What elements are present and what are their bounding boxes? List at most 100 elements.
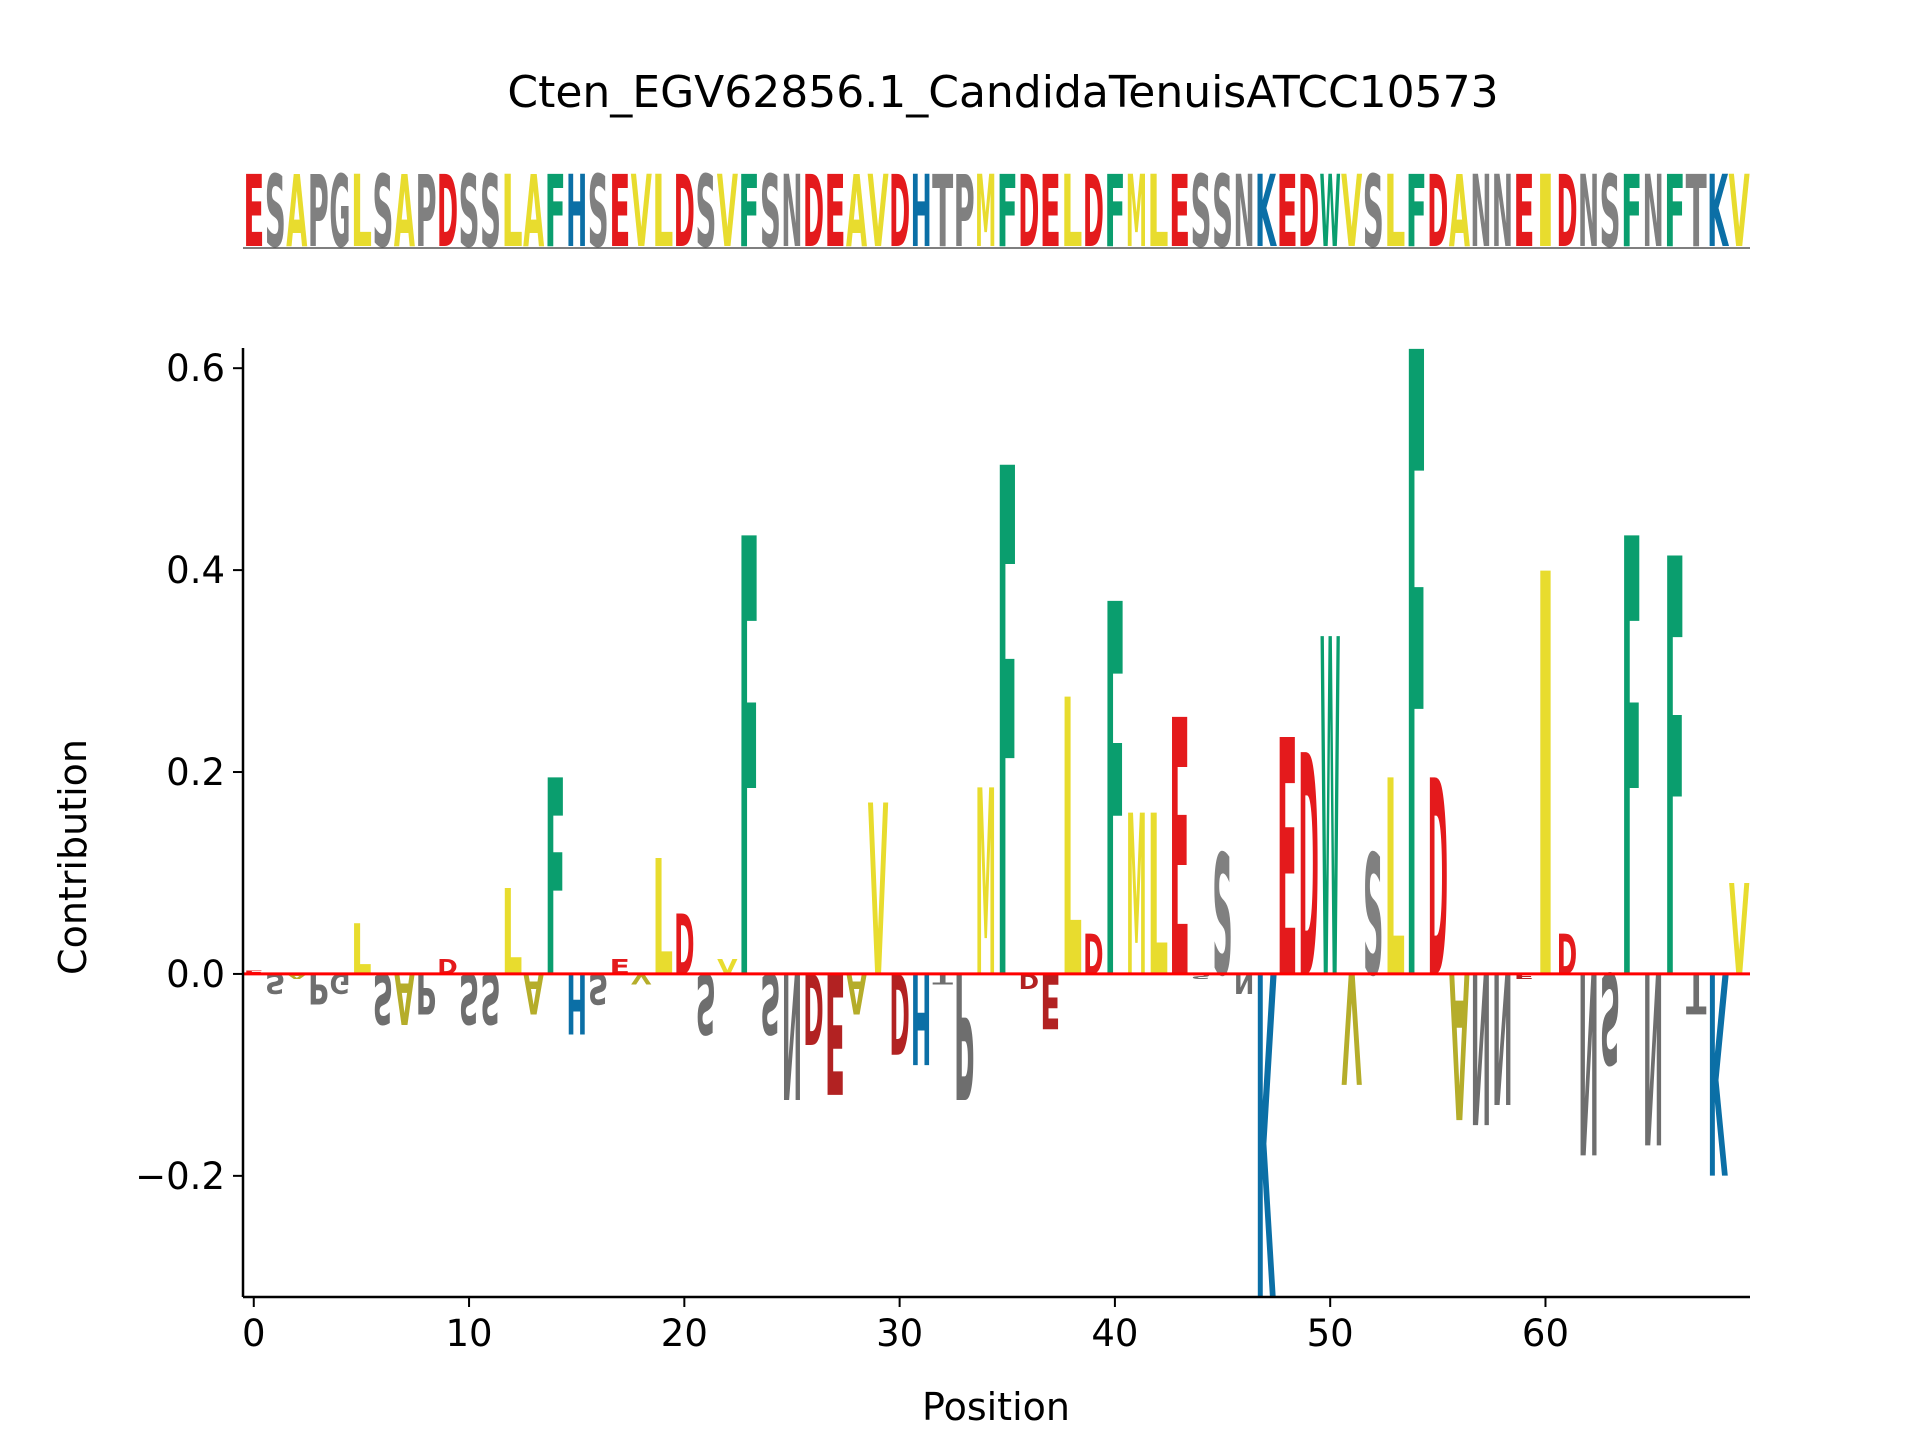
sequence-residue: S: [760, 156, 781, 270]
logo-letter: D: [803, 950, 823, 1062]
sequence-residue: S: [1363, 156, 1384, 270]
logo-letter: E: [825, 934, 845, 1127]
sequence-residue: F: [545, 156, 566, 270]
y-tick-label: 0.2: [166, 751, 225, 794]
logo-letter: E: [1169, 647, 1189, 1058]
logo-letter: W: [1320, 545, 1340, 1084]
x-tick-label: 20: [661, 1312, 708, 1355]
sequence-residue: N: [1234, 156, 1255, 270]
logo-letter: E: [1040, 956, 1060, 1044]
contribution-logo-plot: ESAPGLSAPDSSLAFHSEVLDSVFSNDEAVDHTPMFDELD…: [243, 177, 1750, 1385]
sequence-residue: E: [1513, 156, 1534, 270]
logo-letter: A: [846, 960, 867, 1024]
sequence-residue: N: [1470, 156, 1491, 270]
logo-letter: D: [1557, 923, 1577, 987]
sequence-residue: P: [415, 156, 436, 270]
sequence-residue: D: [1427, 156, 1448, 270]
sequence-residue: K: [1707, 156, 1729, 270]
logo-letter: M: [1126, 770, 1146, 1026]
sequence-residue: S: [372, 156, 393, 270]
logo-letter: S: [1600, 944, 1620, 1090]
sequence-residue: T: [932, 156, 953, 270]
sequence-residue: H: [911, 156, 932, 270]
logo-letter: V: [717, 955, 737, 979]
logo-letter: S: [373, 957, 393, 1037]
logo-letter: S: [588, 964, 608, 1012]
logo-letter: A: [1449, 926, 1469, 1159]
sequence-residue: F: [997, 156, 1018, 270]
logo-letter: L: [502, 865, 522, 1002]
x-axis-label: Position: [922, 1385, 1070, 1429]
logo-letter: F: [1406, 177, 1426, 1176]
logo-letter: M: [976, 737, 996, 1035]
logo-letter: V: [868, 755, 888, 1030]
logo-letter: D: [1019, 969, 1039, 993]
logo-letter: F: [1664, 443, 1684, 1110]
logo-letter: V: [1729, 858, 1749, 1004]
sequence-residue: V: [1729, 156, 1750, 270]
sequence-residue: S: [459, 156, 480, 270]
logo-letter: L: [653, 828, 673, 1012]
logo-letter: L: [1385, 723, 1405, 1037]
sequence-residue: A: [523, 156, 544, 270]
logo-letter: S: [1191, 972, 1211, 980]
sequence-residue: I: [1535, 156, 1556, 270]
logo-letter: F: [739, 416, 759, 1116]
logo-letter: A: [287, 972, 308, 980]
logo-letter: L: [351, 910, 371, 990]
logo-letter: P: [954, 932, 974, 1133]
sequence-residue: M: [975, 156, 996, 270]
sequence-residue: T: [1686, 156, 1707, 270]
sequence-residue: E: [609, 156, 630, 270]
logo-letter: A: [394, 957, 415, 1037]
logo-letter: S: [480, 957, 500, 1037]
logo-letter: S: [265, 967, 285, 999]
logo-letter: F: [997, 326, 1017, 1139]
logo-letter: S: [1212, 821, 1232, 1014]
y-tick-label: −0.2: [135, 1155, 225, 1198]
logo-letter: D: [1428, 723, 1448, 1037]
sequence-residue: D: [674, 156, 695, 270]
logo-letter: N: [1234, 967, 1254, 999]
logo-letter: D: [889, 948, 909, 1077]
logo-letter: F: [1621, 416, 1641, 1116]
logo-letter: T: [1686, 960, 1706, 1024]
sequence-residue: L: [652, 156, 673, 270]
logo-letter: S: [1363, 821, 1383, 1014]
sequence-residue: S: [480, 156, 501, 270]
sequence-residue: M: [1126, 156, 1147, 270]
x-tick-label: 10: [446, 1312, 493, 1355]
x-tick-label: 0: [242, 1312, 266, 1355]
sequence-residue: F: [1406, 156, 1427, 270]
logo-letter: S: [459, 957, 479, 1037]
sequence-residue: F: [1621, 156, 1642, 270]
sequence-residue: D: [1018, 156, 1039, 270]
sequence-residue: A: [1449, 156, 1470, 270]
x-tick-label: 50: [1307, 1312, 1354, 1355]
logo-letter: D: [437, 955, 457, 979]
logo-letter: N: [782, 932, 802, 1133]
logo-letter: H: [566, 954, 586, 1051]
logo-letter: P: [416, 960, 436, 1024]
logo-letter: E: [1514, 972, 1534, 980]
logo-letter: S: [760, 954, 780, 1051]
logo-letter: L: [1148, 770, 1168, 1026]
logo-letter: A: [523, 960, 544, 1024]
sequence-residue: N: [1492, 156, 1513, 270]
sequence-residue: S: [265, 156, 286, 270]
sequence-residue: A: [846, 156, 867, 270]
chart-title: Cten_EGV62856.1_CandidaTenuisATCC10573: [507, 67, 1498, 118]
logo-letter: E: [610, 955, 630, 979]
sequence-residue: E: [1169, 156, 1190, 270]
sequence-residue: L: [1061, 156, 1082, 270]
y-tick-label: 0.6: [166, 347, 225, 390]
sequence-residue: W: [1320, 156, 1341, 270]
axes: 0 10 20 30 40 50 60 −0.2 0.0 0.2 0.4 0.6: [135, 347, 1750, 1355]
sequence-residue: V: [1341, 156, 1362, 270]
sequence-residue: D: [1298, 156, 1319, 270]
sequence-residue: E: [1277, 156, 1298, 270]
logo-letter: N: [1578, 915, 1598, 1205]
sequence-residue: L: [1147, 156, 1168, 270]
sequence-residue: L: [1384, 156, 1405, 270]
